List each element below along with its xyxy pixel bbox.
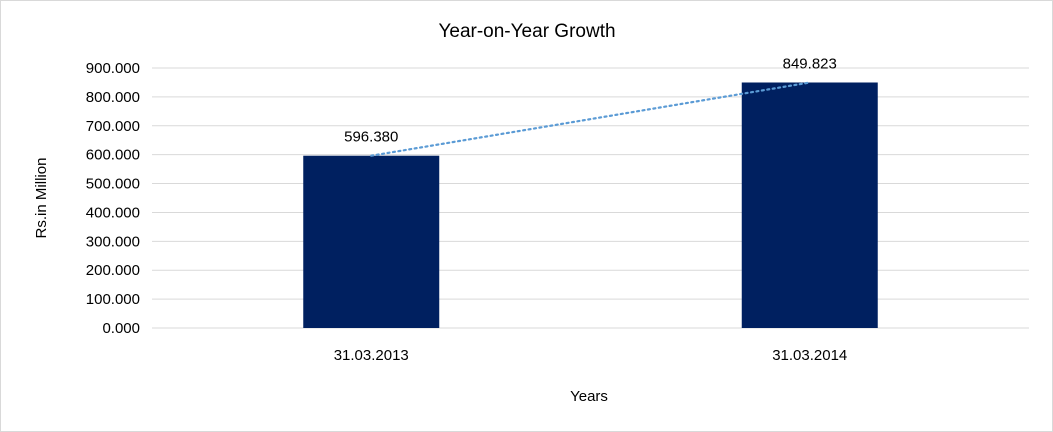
x-tick-label: 31.03.2014 <box>772 347 847 364</box>
trendline <box>370 81 811 157</box>
y-tick-label: 200.000 <box>86 262 140 279</box>
chart-title: Year-on-Year Growth <box>438 21 615 42</box>
y-tick-label: 400.000 <box>86 204 140 221</box>
y-tick-label: 0.000 <box>102 320 140 337</box>
data-label: 596.380 <box>344 129 398 146</box>
y-tick-label: 500.000 <box>86 176 140 193</box>
y-tick-label: 900.000 <box>86 60 140 77</box>
x-tick-label: 31.03.2013 <box>334 347 409 364</box>
y-axis-label: Rs.in Million <box>33 158 50 239</box>
data-label: 849.823 <box>783 55 837 72</box>
y-tick-label: 700.000 <box>86 118 140 135</box>
x-axis-label: Years <box>570 388 608 405</box>
y-tick-label: 100.000 <box>86 291 140 308</box>
y-tick-label: 600.000 <box>86 147 140 164</box>
y-tick-label: 300.000 <box>86 233 140 250</box>
y-tick-label: 800.000 <box>86 89 140 106</box>
bar <box>741 82 878 328</box>
bar <box>303 155 440 328</box>
